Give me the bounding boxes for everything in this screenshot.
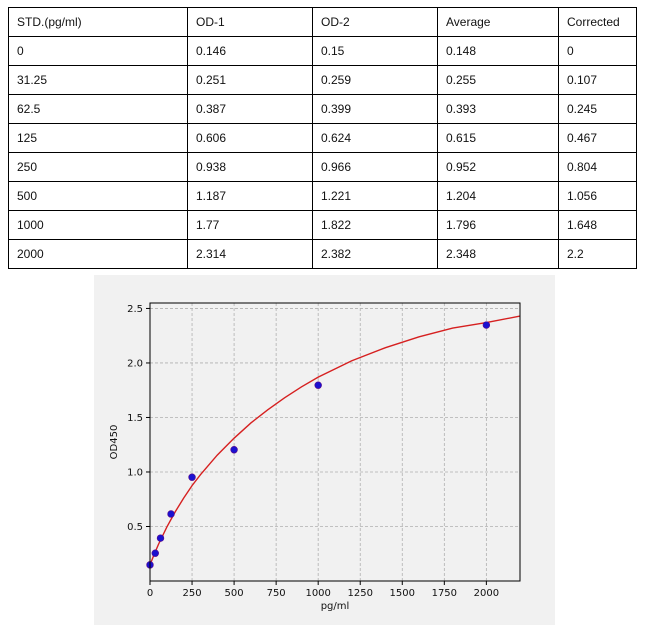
cell-std: 500 bbox=[8, 181, 188, 211]
data-point bbox=[482, 321, 491, 329]
cell-average: 0.952 bbox=[437, 152, 559, 182]
cell-average: 0.393 bbox=[437, 94, 559, 124]
cell-od2: 1.221 bbox=[312, 181, 438, 211]
tick-layer: 0 250 500 750 1000 1250 1500 1750 2000 0.5 1.0 1.5 2… bbox=[127, 304, 499, 599]
cell-corrected: 0 bbox=[558, 36, 637, 66]
cell-corrected: 2.2 bbox=[558, 239, 637, 269]
cell-corrected: 1.648 bbox=[558, 210, 637, 240]
header-corrected: Corrected bbox=[558, 7, 637, 37]
cell-od2: 1.822 bbox=[312, 210, 438, 240]
data-point bbox=[188, 473, 196, 481]
standard-data-table: STD.(pg/ml) OD-1 OD-2 Average Corrected … bbox=[8, 7, 637, 269]
header-od2: OD-2 bbox=[312, 7, 438, 37]
data-point bbox=[167, 510, 175, 518]
data-point bbox=[230, 446, 238, 454]
x-tick-label: 2000 bbox=[474, 588, 499, 599]
y-tick-label: 1.5 bbox=[127, 413, 143, 424]
standard-curve-chart: 0 250 500 750 1000 1250 1500 1750 2000 0.5 1.0 1.5 2… bbox=[109, 302, 521, 612]
cell-od1: 0.146 bbox=[187, 36, 313, 66]
cell-corrected: 0.107 bbox=[558, 65, 637, 95]
x-tick-label: 1500 bbox=[390, 588, 415, 599]
table-row: 0 0.146 0.15 0.148 0 bbox=[8, 36, 637, 66]
cell-od2: 0.966 bbox=[312, 152, 438, 182]
cell-od2: 0.399 bbox=[312, 94, 438, 124]
table-header-row: STD.(pg/ml) OD-1 OD-2 Average Corrected bbox=[8, 7, 637, 37]
cell-average: 0.255 bbox=[437, 65, 559, 95]
table-row: 31.25 0.251 0.259 0.255 0.107 bbox=[8, 65, 637, 95]
cell-std: 2000 bbox=[8, 239, 188, 269]
table-row: 1000 1.77 1.822 1.796 1.648 bbox=[8, 210, 637, 240]
data-point bbox=[156, 534, 165, 542]
cell-std: 250 bbox=[8, 152, 188, 182]
x-tick-label: 1750 bbox=[432, 588, 457, 599]
x-tick-label: 1250 bbox=[348, 588, 373, 599]
cell-std: 0 bbox=[8, 36, 188, 66]
cell-average: 0.615 bbox=[437, 123, 559, 153]
cell-od2: 0.259 bbox=[312, 65, 438, 95]
cell-od1: 1.187 bbox=[187, 181, 313, 211]
x-axis-label: pg/ml bbox=[321, 601, 350, 612]
cell-od2: 0.15 bbox=[312, 36, 438, 66]
table-row: 250 0.938 0.966 0.952 0.804 bbox=[8, 152, 637, 182]
y-tick-label: 2.0 bbox=[127, 358, 143, 369]
y-axis-label: OD450 bbox=[109, 425, 120, 460]
grid-layer bbox=[149, 303, 520, 581]
y-tick-label: 2.5 bbox=[127, 304, 143, 315]
plot-frame bbox=[149, 302, 521, 582]
cell-od2: 2.382 bbox=[312, 239, 438, 269]
y-tick-label: 0.5 bbox=[127, 522, 143, 533]
cell-corrected: 0.245 bbox=[558, 94, 637, 124]
fit-curve-layer bbox=[149, 315, 521, 566]
cell-od1: 0.938 bbox=[187, 152, 313, 182]
standard-curve-panel: 0 250 500 750 1000 1250 1500 1750 2000 0.5 1.0 1.5 2… bbox=[94, 275, 555, 625]
cell-od1: 0.387 bbox=[187, 94, 313, 124]
table-row: 62.5 0.387 0.399 0.393 0.245 bbox=[8, 94, 637, 124]
cell-od1: 2.314 bbox=[187, 239, 313, 269]
cell-average: 0.148 bbox=[437, 36, 559, 66]
table-row: 2000 2.314 2.382 2.348 2.2 bbox=[8, 239, 637, 269]
x-tick-label: 750 bbox=[267, 588, 286, 599]
cell-od2: 0.624 bbox=[312, 123, 438, 153]
header-std: STD.(pg/ml) bbox=[8, 7, 188, 37]
cell-corrected: 1.056 bbox=[558, 181, 637, 211]
data-point bbox=[151, 549, 159, 557]
cell-std: 31.25 bbox=[8, 65, 188, 95]
y-tick-label: 1.0 bbox=[127, 467, 143, 478]
cell-std: 1000 bbox=[8, 210, 188, 240]
cell-od1: 0.251 bbox=[187, 65, 313, 95]
header-od1: OD-1 bbox=[187, 7, 313, 37]
cell-od1: 1.77 bbox=[187, 210, 313, 240]
fit-curve-line bbox=[149, 315, 521, 566]
cell-average: 1.796 bbox=[437, 210, 559, 240]
cell-std: 125 bbox=[8, 123, 188, 153]
cell-corrected: 0.467 bbox=[558, 123, 637, 153]
table-row: 125 0.606 0.624 0.615 0.467 bbox=[8, 123, 637, 153]
x-tick-label: 0 bbox=[147, 588, 153, 599]
x-tick-label: 500 bbox=[225, 588, 244, 599]
data-points-layer bbox=[146, 321, 491, 569]
cell-average: 1.204 bbox=[437, 181, 559, 211]
header-average: Average bbox=[437, 7, 559, 37]
cell-od1: 0.606 bbox=[187, 123, 313, 153]
cell-std: 62.5 bbox=[8, 94, 188, 124]
x-tick-label: 250 bbox=[182, 588, 201, 599]
x-tick-label: 1000 bbox=[305, 588, 330, 599]
data-point bbox=[314, 381, 322, 389]
cell-corrected: 0.804 bbox=[558, 152, 637, 182]
cell-average: 2.348 bbox=[437, 239, 559, 269]
table-row: 500 1.187 1.221 1.204 1.056 bbox=[8, 181, 637, 211]
